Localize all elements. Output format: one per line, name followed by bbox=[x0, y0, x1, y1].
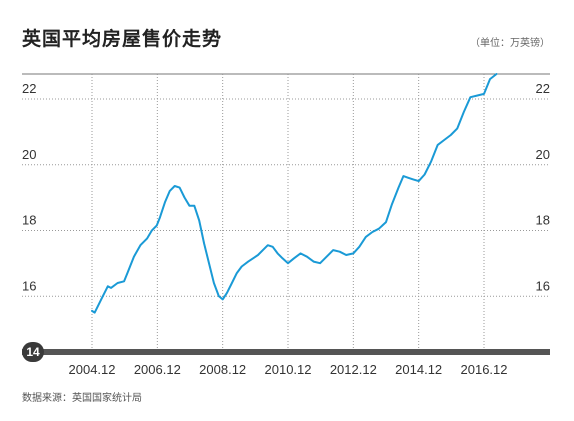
y-tick-label-left: 18 bbox=[22, 213, 36, 228]
y-tick-label-right: 20 bbox=[536, 147, 550, 162]
x-tick-label: 2012.12 bbox=[330, 362, 377, 377]
chart-title: 英国平均房屋售价走势 bbox=[22, 28, 223, 50]
y-axis-left-labels: 16 18 20 22 bbox=[22, 81, 36, 293]
unit-label: （单位：万英镑） bbox=[470, 38, 550, 49]
y-tick-label-right: 22 bbox=[536, 81, 550, 96]
x-axis-bar bbox=[22, 349, 550, 355]
grid-layer bbox=[22, 73, 550, 352]
axis-layer: 14 bbox=[22, 342, 550, 362]
y-tick-label-right: 18 bbox=[536, 213, 550, 228]
y-min-badge bbox=[22, 342, 44, 362]
x-tick-label: 2010.12 bbox=[265, 362, 312, 377]
x-tick-label: 2016.12 bbox=[461, 362, 508, 377]
data-source: 数据来源：英国国家统计局 bbox=[22, 393, 142, 404]
x-tick-label: 2014.12 bbox=[395, 362, 442, 377]
series-layer bbox=[91, 73, 498, 314]
y-tick-label-right: 16 bbox=[536, 278, 550, 293]
x-tick-label: 2008.12 bbox=[199, 362, 246, 377]
series-line bbox=[91, 73, 498, 314]
x-tick-label: 2006.12 bbox=[134, 362, 181, 377]
y-tick-label-left: 16 bbox=[22, 278, 36, 293]
y-tick-label-left: 22 bbox=[22, 81, 36, 96]
x-tick-label: 2004.12 bbox=[69, 362, 116, 377]
y-axis-right-labels: 16 18 20 22 bbox=[536, 81, 550, 293]
y-tick-label-left: 20 bbox=[22, 147, 36, 162]
x-axis-labels: 2004.12 2006.12 2008.12 2010.12 2012.12 2014.… bbox=[69, 362, 508, 377]
y-min-badge-label: 14 bbox=[26, 345, 40, 359]
